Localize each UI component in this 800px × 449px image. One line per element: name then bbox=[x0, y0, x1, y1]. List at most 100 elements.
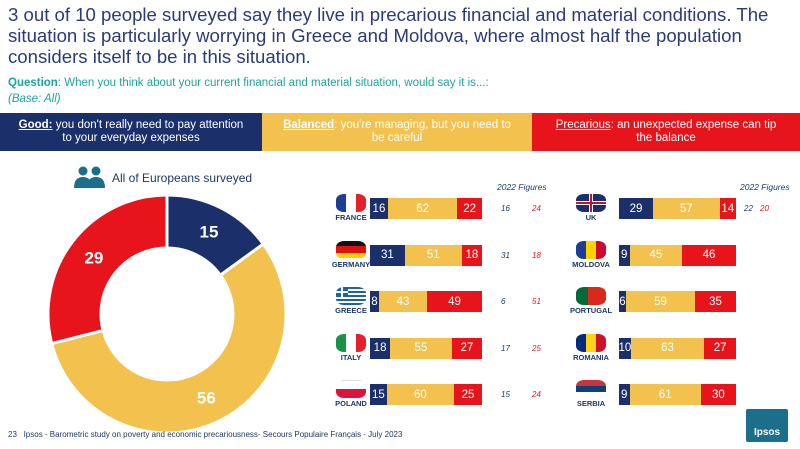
flag-moldova-icon bbox=[576, 240, 606, 259]
bar-france: 16 62 22 bbox=[370, 198, 482, 219]
figure-2022-good: 17 bbox=[501, 343, 510, 353]
bar-segment-good: 9 bbox=[619, 384, 630, 405]
country-france: FRANCE bbox=[322, 194, 380, 222]
country-label: FRANCE bbox=[335, 213, 367, 222]
flag-italy-icon bbox=[336, 333, 366, 352]
flag-romania-icon bbox=[576, 333, 606, 352]
bar-segment-good: 10 bbox=[618, 337, 631, 359]
country-label: MOLDOVA bbox=[572, 259, 610, 269]
country-label: GREECE bbox=[335, 306, 367, 315]
bar-segment-balanced: 59 bbox=[626, 291, 696, 312]
bar-segment-balanced: 60 bbox=[386, 384, 454, 405]
legend-bar: Good: you don't really need to pay atten… bbox=[0, 113, 800, 151]
base-note: (Base: All) bbox=[8, 93, 61, 105]
country-italy: ITALY bbox=[322, 333, 380, 362]
bar-segment-balanced: 43 bbox=[378, 291, 428, 312]
bar-segment-precarious: 27 bbox=[704, 337, 736, 359]
bar-portugal: 6 59 35 bbox=[619, 291, 736, 312]
figure-2022-good: 15 bbox=[501, 390, 510, 399]
bar-segment-good: 9 bbox=[619, 244, 630, 266]
country-romania: ROMANIA bbox=[562, 333, 620, 362]
country-label: ITALY bbox=[340, 352, 362, 362]
footer-page: 23 bbox=[8, 430, 17, 439]
bar-segment-good: 15 bbox=[370, 384, 387, 405]
bar-segment-precarious: 46 bbox=[682, 244, 736, 266]
figures-2022-header-left: 2022 Figures bbox=[497, 182, 547, 192]
bar-segment-good: 8 bbox=[370, 291, 379, 312]
legend-balanced-key: Balanced bbox=[283, 119, 335, 131]
bar-romania: 10 63 27 bbox=[618, 337, 736, 359]
bar-segment-good: 6 bbox=[619, 291, 627, 312]
bar-greece: 8 43 49 bbox=[370, 291, 482, 312]
flag-serbia-icon bbox=[576, 380, 606, 398]
legend-good: Good: you don't really need to pay atten… bbox=[0, 113, 262, 151]
bar-segment-balanced: 62 bbox=[387, 198, 458, 219]
figure-2022-precarious: 24 bbox=[532, 390, 541, 399]
question-text: : When you think about your current fina… bbox=[57, 77, 489, 89]
flag-uk-icon bbox=[576, 194, 606, 212]
bar-segment-precarious: 49 bbox=[427, 291, 482, 312]
bar-segment-precarious: 18 bbox=[461, 244, 482, 266]
bar-segment-precarious: 27 bbox=[451, 337, 482, 359]
page-title: 3 out of 10 people surveyed say they liv… bbox=[8, 4, 769, 67]
bar-moldova: 9 45 46 bbox=[619, 244, 736, 266]
legend-good-text: you don't really need to pay attention t… bbox=[52, 119, 244, 144]
country-greece: GREECE bbox=[322, 287, 380, 315]
bar-segment-precarious: 22 bbox=[457, 198, 482, 219]
figure-2022-precarious: 24 bbox=[532, 204, 541, 213]
donut-slice-precarious bbox=[46, 193, 169, 346]
question: Question: When you think about your curr… bbox=[8, 77, 489, 89]
donut-label-good: 15 bbox=[200, 223, 219, 242]
bar-poland: 15 60 25 bbox=[370, 384, 482, 405]
bar-segment-good: 31 bbox=[370, 244, 405, 266]
country-poland: POLAND bbox=[322, 380, 380, 408]
legend-precarious-key: Precarious bbox=[555, 119, 611, 131]
bar-segment-precarious: 30 bbox=[700, 384, 736, 405]
legend-precarious-text: : an unexpected expense can tip the bala… bbox=[610, 119, 777, 144]
bar-segment-precarious: 35 bbox=[695, 291, 736, 312]
legend-balanced: Balanced: you're managing, but you need … bbox=[262, 113, 532, 151]
figure-2022-good: 16 bbox=[501, 204, 510, 213]
figure-2022-good: 22 bbox=[744, 204, 753, 213]
country-label: UK bbox=[585, 213, 597, 222]
figure-2022-good: 31 bbox=[501, 250, 510, 260]
bar-uk: 29 57 14 bbox=[619, 198, 736, 219]
donut-slice-good bbox=[165, 193, 266, 278]
country-label: SERBIA bbox=[576, 399, 606, 408]
country-germany: GERMANY bbox=[322, 240, 380, 269]
ipsos-logo: Ipsos bbox=[746, 409, 788, 442]
bar-serbia: 9 61 30 bbox=[619, 384, 736, 405]
bar-segment-precarious: 25 bbox=[453, 384, 482, 405]
bar-segment-balanced: 61 bbox=[629, 384, 701, 405]
bar-segment-balanced: 51 bbox=[404, 244, 462, 266]
legend-good-key: Good: bbox=[18, 119, 53, 131]
donut-slice-balanced bbox=[49, 241, 288, 435]
question-label: Question bbox=[8, 77, 58, 89]
bar-segment-balanced: 55 bbox=[390, 337, 452, 359]
country-label: POLAND bbox=[335, 399, 367, 408]
figure-2022-precarious: 18 bbox=[532, 250, 541, 260]
country-moldova: MOLDOVA bbox=[562, 240, 620, 269]
figure-2022-precarious: 20 bbox=[760, 204, 769, 213]
country-label: ROMANIA bbox=[573, 352, 609, 362]
people-icon bbox=[74, 166, 105, 188]
figure-2022-precarious: 51 bbox=[532, 297, 541, 306]
flag-portugal-icon bbox=[576, 287, 606, 305]
footer-text: Ipsos - Barometric study on poverty and … bbox=[23, 430, 403, 439]
bar-segment-good: 18 bbox=[370, 337, 391, 359]
figure-2022-good: 6 bbox=[501, 297, 506, 306]
bar-segment-balanced: 45 bbox=[629, 244, 683, 266]
flag-poland-icon bbox=[336, 380, 366, 398]
country-serbia: SERBIA bbox=[562, 380, 620, 408]
flag-france-icon bbox=[336, 194, 366, 212]
country-label: PORTUGAL bbox=[569, 306, 613, 315]
bar-germany: 31 51 18 bbox=[370, 244, 482, 266]
bar-segment-precarious: 14 bbox=[719, 198, 736, 219]
country-uk: UK bbox=[562, 194, 620, 222]
legend-precarious: Precarious: an unexpected expense can ti… bbox=[532, 113, 800, 151]
figure-2022-precarious: 25 bbox=[532, 343, 541, 353]
bar-italy: 18 55 27 bbox=[370, 337, 482, 359]
bar-segment-balanced: 57 bbox=[652, 198, 720, 219]
donut-label-precarious: 29 bbox=[84, 248, 103, 267]
